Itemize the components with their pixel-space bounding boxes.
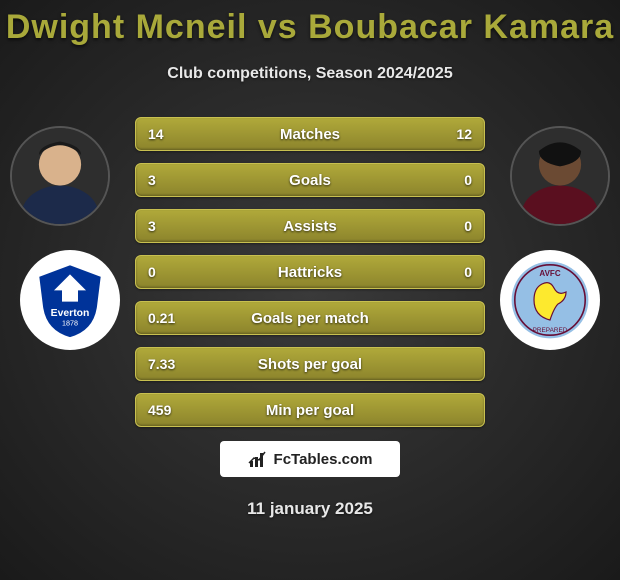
stat-left-value: 0.21: [136, 310, 206, 326]
brand-label: FcTables.com: [274, 451, 373, 468]
stat-left-value: 14: [136, 126, 206, 142]
club-left-crest: Everton 1878: [20, 250, 120, 350]
stat-left-value: 3: [136, 172, 206, 188]
stat-row: 459 Min per goal: [135, 393, 485, 427]
stat-label: Assists: [206, 218, 414, 235]
brand-badge: FcTables.com: [220, 441, 400, 477]
player-right-avatar: [510, 126, 610, 226]
svg-text:Everton: Everton: [51, 308, 90, 319]
date-label: 11 january 2025: [0, 499, 620, 519]
page-title: Dwight Mcneil vs Boubacar Kamara: [0, 0, 620, 47]
title-player-left: Dwight Mcneil: [6, 8, 248, 46]
club-right-crest: AVFC PREPARED: [500, 250, 600, 350]
stat-row: 0 Hattricks 0: [135, 255, 485, 289]
stat-right-value: 0: [414, 172, 484, 188]
title-player-right: Boubacar Kamara: [308, 8, 614, 46]
stat-label: Shots per goal: [206, 356, 414, 373]
stat-row: 14 Matches 12: [135, 117, 485, 151]
svg-text:1878: 1878: [62, 319, 78, 328]
svg-text:AVFC: AVFC: [539, 269, 560, 278]
stat-right-value: 0: [414, 264, 484, 280]
stat-left-value: 7.33: [136, 356, 206, 372]
stat-row: 0.21 Goals per match: [135, 301, 485, 335]
stat-row: 7.33 Shots per goal: [135, 347, 485, 381]
subtitle: Club competitions, Season 2024/2025: [0, 65, 620, 83]
stat-right-value: 12: [414, 126, 484, 142]
stat-left-value: 3: [136, 218, 206, 234]
stat-label: Goals: [206, 172, 414, 189]
stat-label: Matches: [206, 126, 414, 143]
player-left-avatar: [10, 126, 110, 226]
stat-row: 3 Goals 0: [135, 163, 485, 197]
stat-label: Hattricks: [206, 264, 414, 281]
stat-label: Goals per match: [206, 310, 414, 327]
svg-text:PREPARED: PREPARED: [533, 327, 568, 334]
stat-left-value: 0: [136, 264, 206, 280]
stat-right-value: 0: [414, 218, 484, 234]
stats-table: 14 Matches 12 3 Goals 0 3 Assists 0 0 Ha…: [135, 117, 485, 427]
stat-row: 3 Assists 0: [135, 209, 485, 243]
stat-left-value: 459: [136, 402, 206, 418]
chart-icon: [248, 449, 268, 469]
stat-label: Min per goal: [206, 402, 414, 419]
